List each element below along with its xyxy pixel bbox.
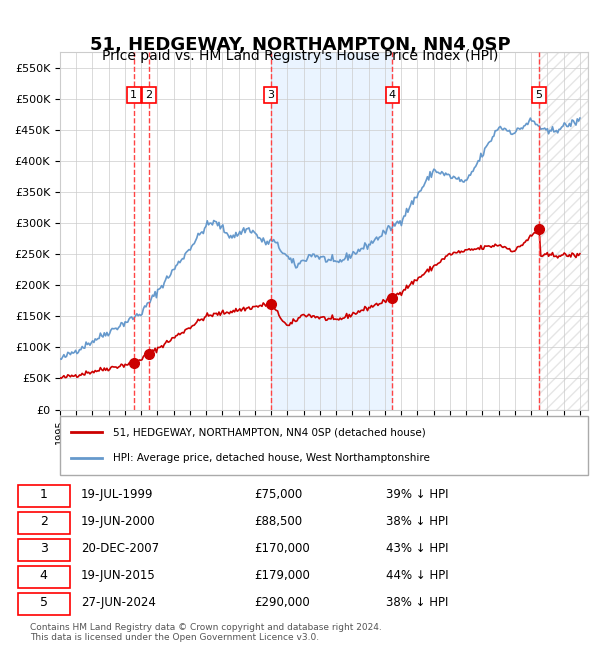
Text: 4: 4 — [40, 569, 47, 582]
Text: £88,500: £88,500 — [254, 515, 302, 528]
Text: 39% ↓ HPI: 39% ↓ HPI — [386, 488, 449, 500]
FancyBboxPatch shape — [18, 566, 70, 588]
Text: 4: 4 — [389, 90, 396, 100]
FancyBboxPatch shape — [18, 539, 70, 561]
Text: 3: 3 — [267, 90, 274, 100]
Text: HPI: Average price, detached house, West Northamptonshire: HPI: Average price, detached house, West… — [113, 453, 430, 463]
Text: 44% ↓ HPI: 44% ↓ HPI — [386, 569, 449, 582]
Text: 38% ↓ HPI: 38% ↓ HPI — [386, 596, 449, 609]
FancyBboxPatch shape — [60, 416, 588, 474]
Text: Price paid vs. HM Land Registry's House Price Index (HPI): Price paid vs. HM Land Registry's House … — [102, 49, 498, 63]
Text: 19-JUN-2015: 19-JUN-2015 — [81, 569, 156, 582]
Text: £179,000: £179,000 — [254, 569, 310, 582]
FancyBboxPatch shape — [18, 512, 70, 534]
Text: 38% ↓ HPI: 38% ↓ HPI — [386, 515, 449, 528]
Text: 19-JUN-2000: 19-JUN-2000 — [81, 515, 156, 528]
Text: £290,000: £290,000 — [254, 596, 310, 609]
Text: 27-JUN-2024: 27-JUN-2024 — [81, 596, 156, 609]
FancyBboxPatch shape — [18, 485, 70, 506]
Text: £170,000: £170,000 — [254, 542, 310, 555]
Text: Contains HM Land Registry data © Crown copyright and database right 2024.
This d: Contains HM Land Registry data © Crown c… — [30, 623, 382, 642]
Text: 2: 2 — [145, 90, 152, 100]
Text: 1: 1 — [40, 488, 47, 500]
Text: £75,000: £75,000 — [254, 488, 302, 500]
Text: 51, HEDGEWAY, NORTHAMPTON, NN4 0SP (detached house): 51, HEDGEWAY, NORTHAMPTON, NN4 0SP (deta… — [113, 428, 425, 437]
Text: 3: 3 — [40, 542, 47, 555]
Text: 5: 5 — [536, 90, 542, 100]
Bar — [271, 52, 392, 410]
Text: 20-DEC-2007: 20-DEC-2007 — [81, 542, 159, 555]
Bar — [539, 52, 588, 410]
Bar — [539, 52, 588, 410]
Text: 2: 2 — [40, 515, 47, 528]
Text: 19-JUL-1999: 19-JUL-1999 — [81, 488, 154, 500]
FancyBboxPatch shape — [18, 593, 70, 615]
Text: 1: 1 — [130, 90, 137, 100]
Text: 43% ↓ HPI: 43% ↓ HPI — [386, 542, 449, 555]
Text: 5: 5 — [40, 596, 47, 609]
Text: 51, HEDGEWAY, NORTHAMPTON, NN4 0SP: 51, HEDGEWAY, NORTHAMPTON, NN4 0SP — [89, 36, 511, 54]
